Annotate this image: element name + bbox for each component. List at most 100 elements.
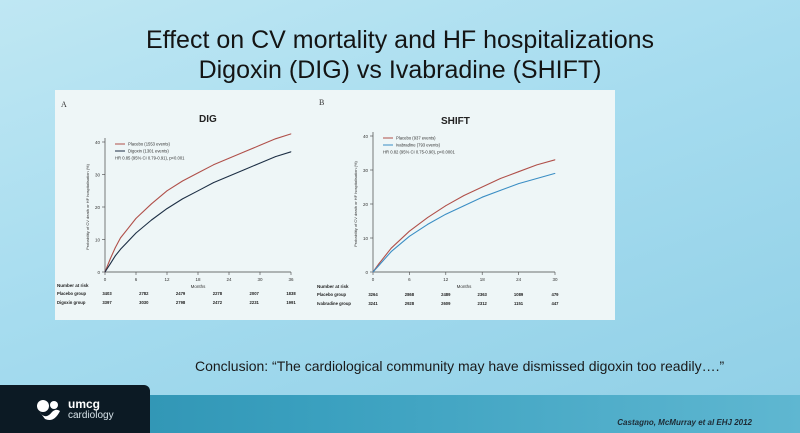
chart1-series-1-point-0 (372, 271, 374, 273)
chart1-legend-label-0: Placebo (937 events) (396, 136, 436, 141)
slide-title: Effect on CV mortality and HF hospitaliz… (145, 26, 655, 54)
chart0-risk-row-label-1: Digoxin group (57, 300, 86, 305)
chart0-series-1-point-13 (275, 156, 276, 158)
chart0-risk-header: Number at risk (57, 283, 89, 288)
logo-subtitle: cardiology (68, 410, 114, 421)
chart1-series-1-point-1 (378, 264, 380, 266)
panel-letter-b: B (319, 98, 325, 107)
chart1-series-1-point-3 (409, 235, 410, 237)
chart1-risk-row-1-value-3: 2312 (478, 301, 488, 306)
chart1-xtick-label-2: 12 (443, 277, 449, 282)
chart1-xtick-label-0: 0 (372, 277, 375, 282)
chart0-series-0-point-9 (213, 164, 214, 166)
chart0-series-0-point-8 (197, 172, 199, 174)
chart1-ytick-label-0: 0 (365, 270, 368, 275)
chart0-legend-label-0: Placebo (1553 events) (128, 142, 171, 147)
chart0-xlabel: Months (191, 284, 207, 289)
chart0-series-0-point-12 (259, 144, 261, 146)
chart0-risk-row-0-value-2: 2479 (176, 291, 186, 296)
chart0-series-0-point-6 (166, 190, 168, 192)
chart0-ytick-label-4: 40 (95, 140, 101, 145)
chart0-xtick-label-4: 24 (226, 277, 232, 282)
heart-logo-icon (37, 400, 60, 420)
chart1-series-1-point-10 (536, 178, 538, 179)
chart1-series-0-point-1 (378, 263, 380, 264)
chart1-xtick-label-5: 30 (552, 277, 558, 282)
citation: Castagno, McMurray et al EHJ 2012 (617, 418, 752, 427)
chart0-series-1-point-4 (135, 232, 137, 234)
chart0-series-1-point-0 (104, 271, 106, 273)
chart0-series-1-point-2 (114, 255, 116, 257)
chart0-ytick-label-2: 20 (95, 205, 101, 210)
chart0-series-1-point-14 (290, 151, 292, 153)
chart0-series-1-point-12 (259, 162, 261, 164)
chart0-series-0-point-1 (109, 258, 111, 260)
chart0-xtick-label-3: 18 (195, 277, 201, 282)
km-curves: 0 10 20 30 40 0 6 12 18 24 30 36 Months Probability o… (57, 132, 560, 306)
chart0-risk-row-1-value-3: 2472 (213, 300, 223, 305)
chart1-ytick-label-2: 20 (363, 202, 369, 207)
chart0-series-1-point-9 (213, 182, 214, 184)
chart0-ytick-label-3: 30 (95, 173, 101, 178)
chart0-risk-row-1-value-4: 2231 (250, 300, 260, 305)
chart0-ytick-label-0: 0 (97, 270, 100, 275)
chart0-risk-row-label-0: Placebo group (57, 291, 87, 296)
chart0-risk-row-1-value-2: 2798 (176, 300, 186, 305)
chart1-series-0-point-9 (518, 171, 519, 173)
chart1-ylabel: Probability of CV death or HF hospitalis… (353, 160, 358, 246)
chart0-xtick-label-0: 0 (104, 277, 107, 282)
chart1-series-1-point-9 (518, 183, 519, 184)
chart1-risk-row-0-value-1: 2868 (405, 292, 415, 297)
chart1-series-line-1 (372, 172, 556, 273)
chart1-risk-row-1-value-0: 3241 (368, 301, 378, 306)
chart1-series-0-point-2 (390, 247, 392, 249)
chart1-series-line-0 (372, 159, 556, 273)
chart1-risk-row-label-1: Ivabradine group (317, 301, 351, 306)
chart0-risk-row-1-value-5: 1991 (286, 300, 296, 305)
chart1-series-0-point-10 (536, 164, 538, 166)
chart0-ytick-label-1: 10 (95, 238, 101, 243)
chart0-annotation: HR 0.85 (95% CI 0.79-0.91), p<0.001 (115, 156, 185, 161)
chart1-risk-row-0-value-0: 3264 (368, 292, 378, 297)
chart0-series-1-point-10 (228, 175, 230, 177)
chart1-legend-label-1: Ivabradine (793 events) (396, 143, 441, 148)
chart1-ytick-label-1: 10 (363, 236, 369, 241)
chart1-ytick-label-3: 30 (363, 168, 369, 173)
chart1-series-0-point-5 (445, 205, 447, 207)
chart0-series-1-point-7 (182, 198, 183, 200)
chart1-series-0-point-4 (427, 217, 428, 218)
chart1-xtick-label-4: 24 (516, 277, 522, 282)
chart1-risk-row-1-value-5: 447 (552, 301, 560, 306)
chart0-series-0-point-13 (275, 138, 276, 140)
chart1-xtick-label-1: 6 (408, 277, 411, 282)
chart1-risk-row-0-value-4: 1089 (514, 292, 524, 297)
chart0-legend-label-1: Digoxin (1301 events) (128, 149, 169, 154)
chart0-series-0-point-14 (290, 133, 292, 135)
chart0-xtick-label-5: 30 (257, 277, 263, 282)
chart0-series-0-point-2 (114, 247, 116, 249)
chart0-series-1-point-3 (120, 248, 121, 250)
chart1-ytick-label-4: 40 (363, 134, 369, 139)
chart1-xtick-label-3: 18 (480, 277, 486, 282)
chart1-risk-row-label-0: Placebo group (317, 292, 347, 297)
chart0-risk-row-0-value-4: 2007 (250, 291, 260, 296)
panel-letter-a: A (61, 100, 67, 109)
chart0-risk-row-0-value-5: 1838 (286, 291, 296, 296)
chart0-risk-row-1-value-0: 3397 (102, 300, 112, 305)
chart1-series-0-point-11 (554, 159, 556, 161)
chart1-series-0-point-7 (481, 186, 483, 188)
chart0-xtick-label-2: 12 (164, 277, 170, 282)
chart1-risk-row-1-value-1: 2928 (405, 301, 415, 306)
chart1-risk-header: Number at risk (317, 284, 349, 289)
slide-subtitle: Digoxin (DIG) vs Ivabradine (SHIFT) (198, 56, 602, 84)
umcg-logo: umcg cardiology (0, 385, 150, 433)
km-figure: A B DIG SHIFT 0 10 20 30 40 0 6 12 18 24 30 36 Month… (55, 90, 615, 320)
chart0-risk-row-1-value-1: 3030 (139, 300, 149, 305)
chart0-xtick-label-6: 36 (288, 277, 294, 282)
logo-name: umcg (68, 397, 101, 411)
chart0-series-0-point-11 (244, 151, 245, 153)
chart0-series-0-point-7 (182, 180, 183, 182)
chart1-series-0-point-6 (463, 195, 465, 196)
chart1-series-1-point-7 (481, 196, 483, 198)
